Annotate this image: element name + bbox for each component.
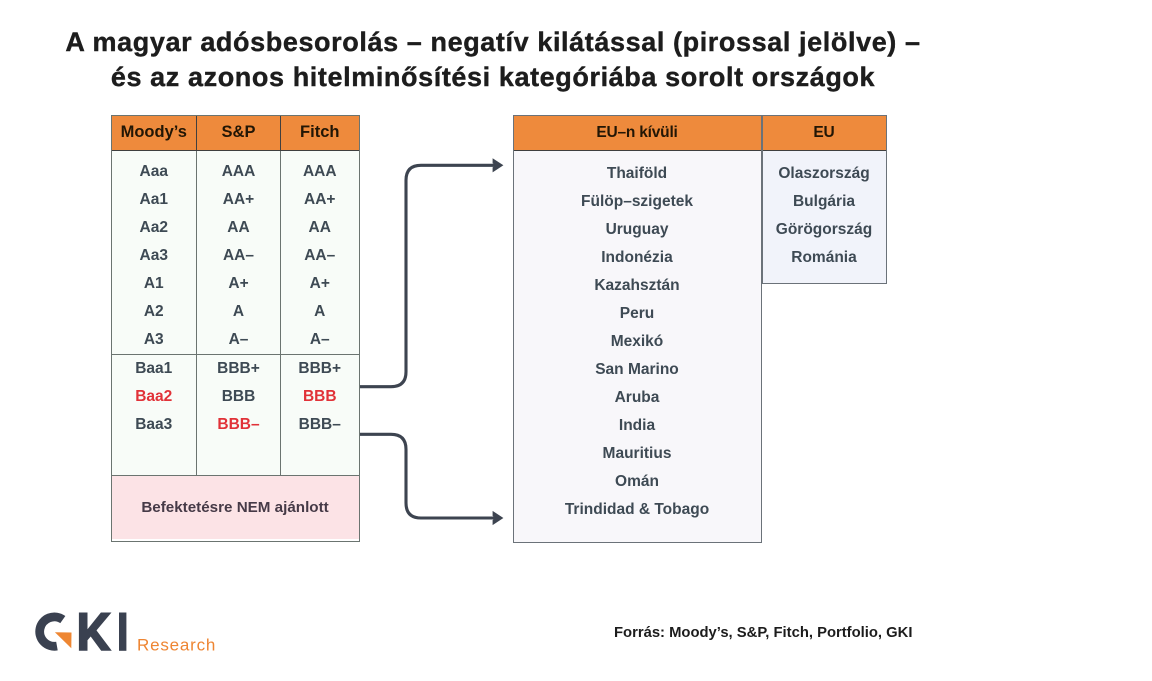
svg-text:Research: Research: [137, 636, 216, 655]
